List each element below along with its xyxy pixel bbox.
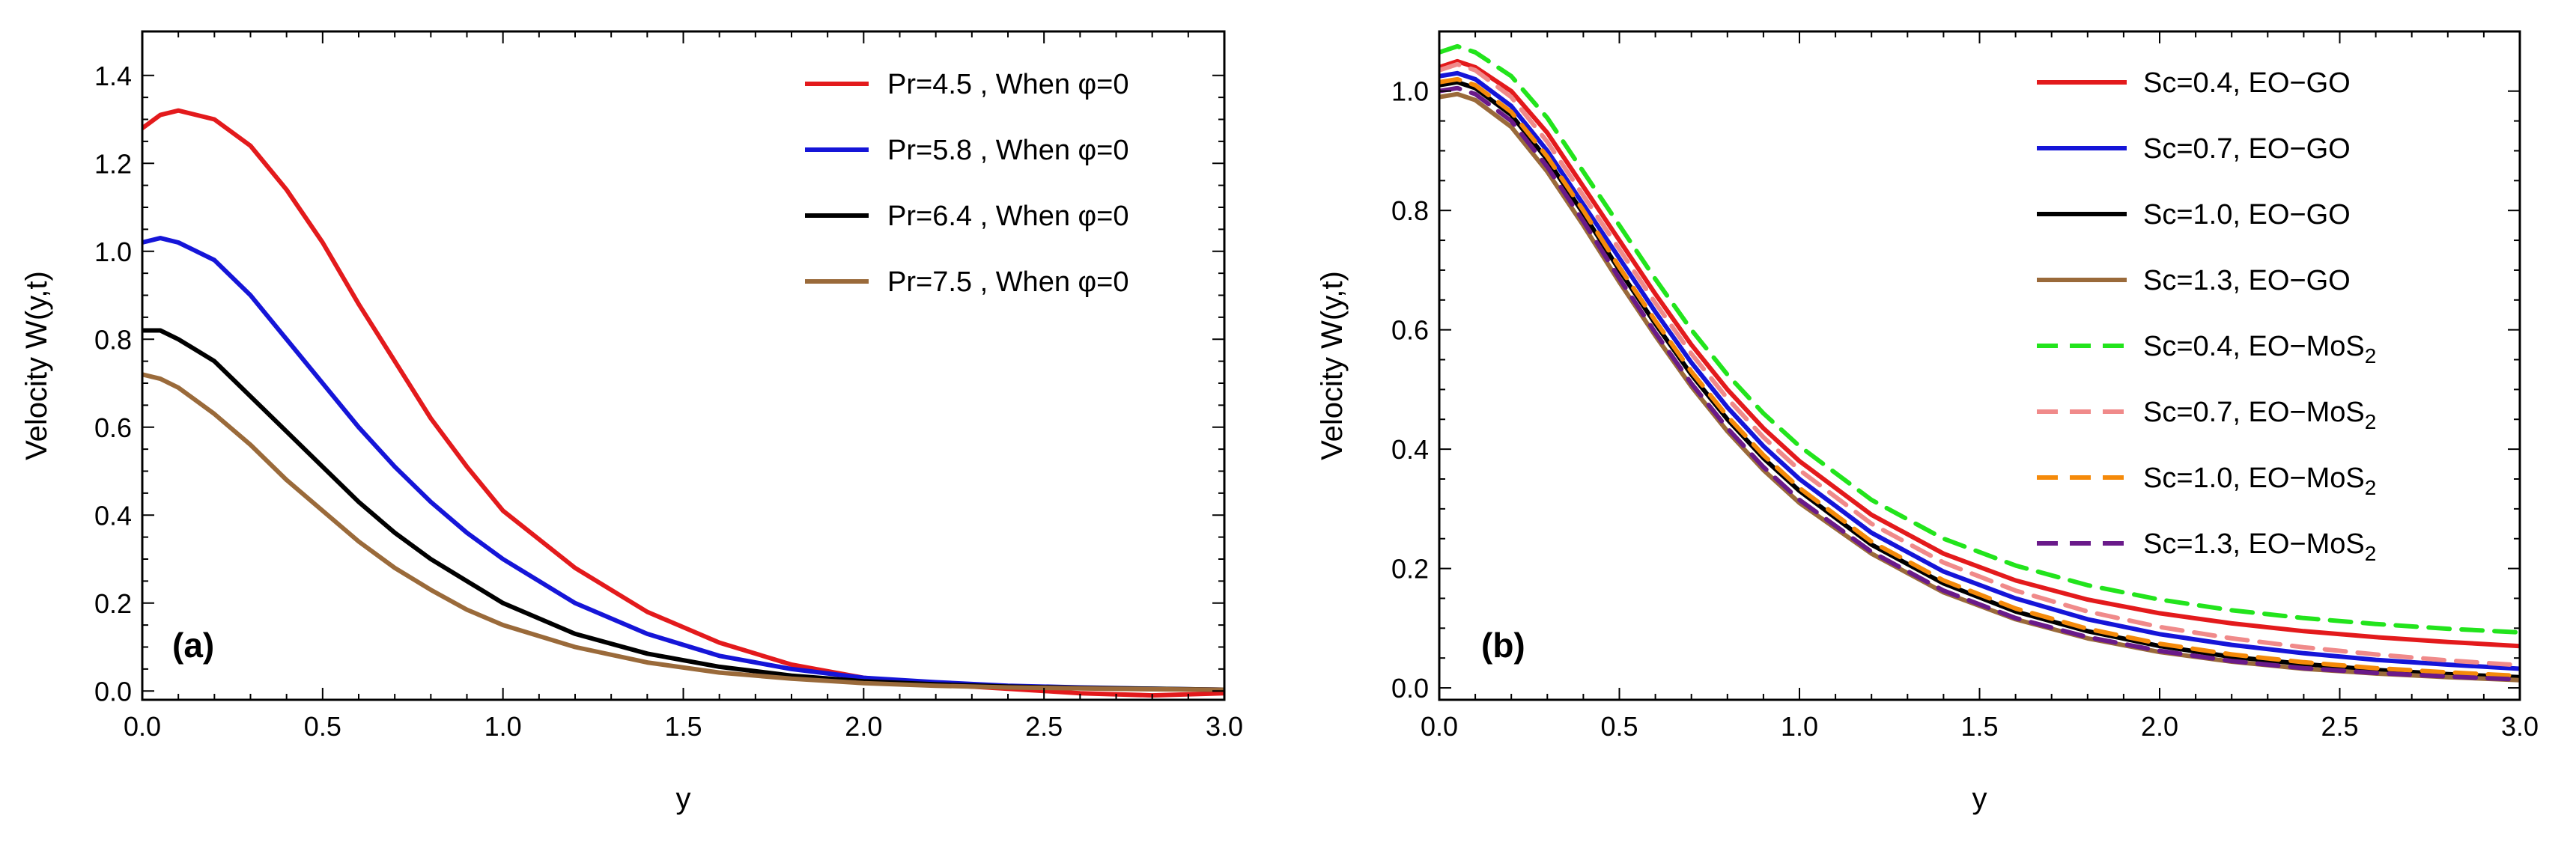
legend-label-a-3: Pr=6.4 , When φ=0 xyxy=(887,201,1128,232)
legend-label-b-2: Sc=0.7, EO−GO xyxy=(2143,133,2351,165)
series-line-a-2 xyxy=(142,236,1224,692)
series-line-b-2 xyxy=(1439,70,2520,671)
x-tick-label-b: 1.0 xyxy=(1781,711,1818,742)
series-line-b-8 xyxy=(1439,85,2520,682)
y-tick-label-a: 1.4 xyxy=(94,61,132,91)
legend-label-a-4: Pr=7.5 , When φ=0 xyxy=(887,266,1128,298)
y-tick-label-b: 0.0 xyxy=(1391,673,1429,704)
y-tick-label-a: 1.2 xyxy=(94,148,132,179)
legend-label-b-4: Sc=1.3, EO−GO xyxy=(2143,265,2351,296)
x-axis-label-a: y xyxy=(676,782,691,815)
x-tick-label-a: 2.0 xyxy=(845,711,882,742)
y-tick-label-b: 0.6 xyxy=(1391,315,1429,346)
series-line-b-1 xyxy=(1439,58,2520,649)
series-line-b-3 xyxy=(1439,79,2520,680)
series-line-b-6 xyxy=(1439,61,2520,668)
panel-tag-b: (b) xyxy=(1481,626,1525,665)
series-group-a xyxy=(142,108,1224,698)
y-tick-label-b: 1.0 xyxy=(1391,76,1429,107)
x-axis-label-b: y xyxy=(1972,782,1987,815)
series-group-b xyxy=(1439,43,2520,683)
legend-label-a-1: Pr=4.5 , When φ=0 xyxy=(887,69,1128,100)
y-tick-label-a: 0.2 xyxy=(94,588,132,619)
legend-label-b-1: Sc=0.4, EO−GO xyxy=(2143,67,2351,99)
legend-label-a-2: Pr=5.8 , When φ=0 xyxy=(887,135,1128,166)
legend-label-b-3: Sc=1.0, EO−GO xyxy=(2143,199,2351,231)
x-tick-label-a: 1.5 xyxy=(664,711,702,742)
legend-b: Sc=0.4, EO−GO Sc=0.7, EO−GO Sc=1.0, EO−GO S… xyxy=(2037,67,2376,565)
y-tick-label-a: 1.0 xyxy=(94,237,132,267)
legend-label-b-7: Sc=1.0, EO−MoS2 xyxy=(2143,463,2376,499)
legend-label-b-6: Sc=0.7, EO−MoS2 xyxy=(2143,397,2376,433)
x-tick-label-b: 2.0 xyxy=(2141,711,2178,742)
y-tick-label-a: 0.6 xyxy=(94,412,132,443)
y-tick-label-a: 0.0 xyxy=(94,676,132,707)
legend-label-b-5: Sc=0.4, EO−MoS2 xyxy=(2143,331,2376,367)
x-tick-label-b: 1.5 xyxy=(1960,711,1998,742)
series-line-b-7 xyxy=(1439,76,2520,679)
series-line-a-3 xyxy=(142,328,1224,692)
x-tick-label-b: 3.0 xyxy=(2501,711,2539,742)
series-line-a-4 xyxy=(142,372,1224,692)
panel-tag-a: (a) xyxy=(172,626,214,665)
y-tick-label-a: 0.4 xyxy=(94,500,132,531)
chart-b-svg: 0.0 0.5 1.0 1.5 2.0 2.5 3.0 0.0 0.2 0.4 0.6 0.8 1.0 y… xyxy=(1316,30,2539,815)
chart-a-svg: 0.0 0.5 1.0 1.5 2.0 2.5 3.0 0.0 0.2 0.4 0.6 0.8 1.0 1… xyxy=(20,30,1243,815)
legend-label-b-8: Sc=1.3, EO−MoS2 xyxy=(2143,528,2376,565)
x-tick-label-a: 0.0 xyxy=(124,711,161,742)
plot-frame-a xyxy=(141,30,1226,701)
series-line-b-5 xyxy=(1439,43,2520,635)
y-axis-label-b: Velocity W(y,t) xyxy=(1316,271,1349,460)
y-axis-label-a: Velocity W(y,t) xyxy=(20,271,53,460)
x-tick-label-a: 0.5 xyxy=(304,711,341,742)
x-tick-label-b: 2.5 xyxy=(2321,711,2358,742)
x-tick-label-a: 2.5 xyxy=(1025,711,1063,742)
chart-panel-a: 0.0 0.5 1.0 1.5 2.0 2.5 3.0 0.0 0.2 0.4 0.6 0.8 1.0 1… xyxy=(20,30,1243,815)
x-tick-label-a: 3.0 xyxy=(1206,711,1243,742)
y-tick-label-b: 0.4 xyxy=(1391,434,1429,465)
legend-a: Pr=4.5 , When φ=0 Pr=5.8 , When φ=0 Pr=6.4… xyxy=(805,69,1128,298)
series-line-a-1 xyxy=(142,108,1224,698)
x-tick-label-b: 0.0 xyxy=(1421,711,1458,742)
y-tick-label-a: 0.8 xyxy=(94,324,132,355)
x-tick-label-b: 0.5 xyxy=(1600,711,1638,742)
chart-panel-b: 0.0 0.5 1.0 1.5 2.0 2.5 3.0 0.0 0.2 0.4 0.6 0.8 1.0 y… xyxy=(1288,0,2576,845)
y-tick-label-b: 0.8 xyxy=(1391,195,1429,226)
y-tick-label-b: 0.2 xyxy=(1391,554,1429,585)
x-tick-label-a: 1.0 xyxy=(484,711,522,742)
